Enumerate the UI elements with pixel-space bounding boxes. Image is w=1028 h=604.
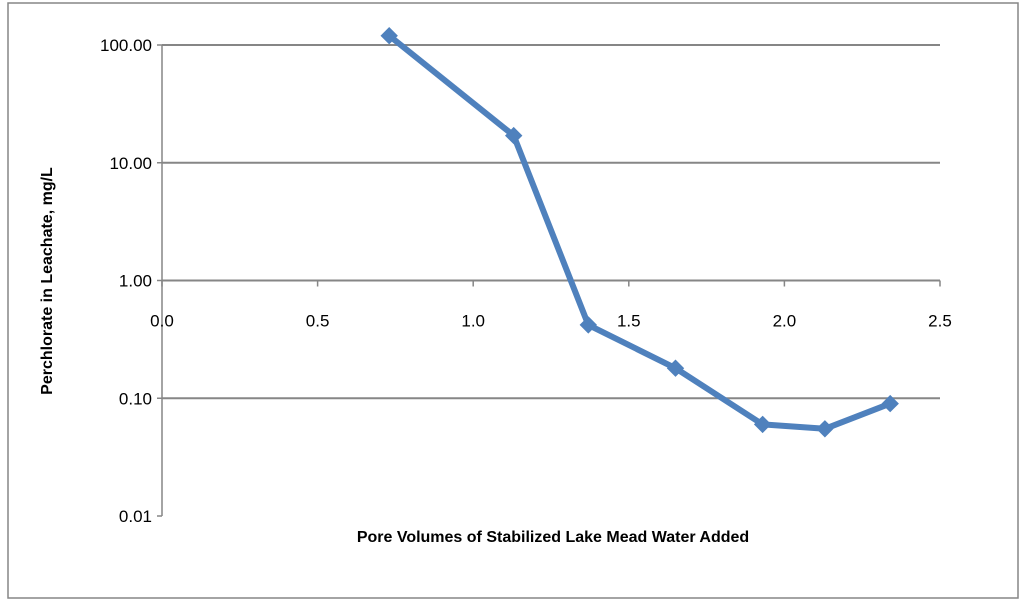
- x-tick-label: 2.5: [928, 312, 952, 331]
- data-point: [816, 420, 834, 438]
- data-point: [753, 415, 772, 434]
- y-tick-label: 10.00: [109, 154, 152, 173]
- y-axis-title: Perchlorate in Leachate, mg/L: [39, 167, 56, 395]
- x-axis-title: Pore Volumes of Stabilized Lake Mead Wat…: [357, 529, 749, 546]
- y-tick-label: 100.00: [100, 36, 152, 55]
- tick-labels: 100.00 10.00 1.00 0.10 0.01 0.0 0.5 1.0 1.5 2.0 2.…: [100, 36, 952, 526]
- y-tick-label: 0.01: [119, 507, 152, 526]
- data-point: [579, 316, 598, 334]
- data-point: [380, 26, 398, 45]
- chart-frame: [7, 2, 1019, 599]
- x-tick-label: 1.0: [461, 312, 485, 331]
- data-point: [881, 394, 899, 413]
- x-tick-label: 2.0: [773, 312, 797, 331]
- x-tick-label: 0.0: [150, 312, 174, 331]
- x-tick-label: 0.5: [306, 312, 330, 331]
- series-layer: [380, 26, 899, 438]
- data-point: [504, 126, 523, 145]
- axes: [157, 44, 941, 517]
- y-tick-label: 1.00: [119, 272, 152, 291]
- data-point: [666, 359, 685, 377]
- x-tick-label: 1.5: [617, 312, 641, 331]
- y-tick-label: 0.10: [119, 389, 152, 408]
